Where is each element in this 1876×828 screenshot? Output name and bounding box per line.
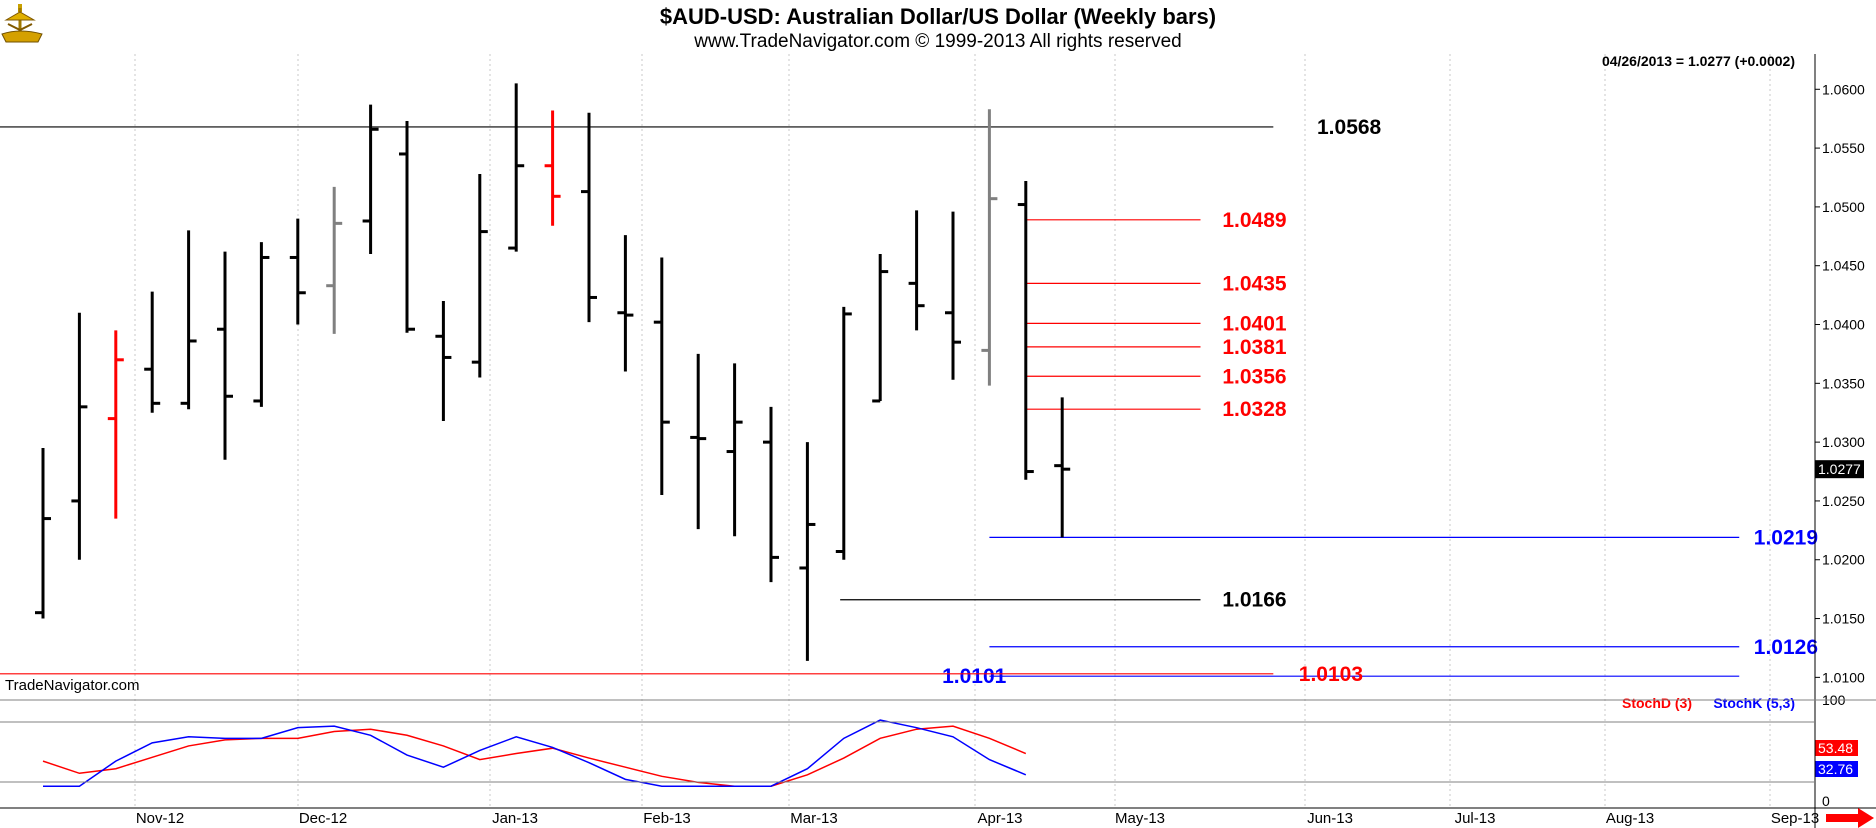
stochd-legend: StochD (3) xyxy=(1622,695,1692,711)
x-tick-label: Jun-13 xyxy=(1307,810,1353,827)
y-tick-label: 1.0400 xyxy=(1822,317,1865,333)
watermark-text: TradeNavigator.com xyxy=(5,677,140,694)
stoch-tick-label: 100 xyxy=(1822,692,1846,708)
trade-navigator-logo-icon xyxy=(0,0,48,48)
ohlc-bars xyxy=(35,83,1071,661)
stochd-last-value: 53.48 xyxy=(1818,740,1853,756)
x-tick-label: Sep-13 xyxy=(1771,810,1819,827)
chart-subtitle: www.TradeNavigator.com © 1999-2013 All r… xyxy=(694,31,1182,52)
level-label: 1.0126 xyxy=(1754,636,1818,659)
y-tick-label: 1.0600 xyxy=(1822,81,1865,97)
level-label: 1.0356 xyxy=(1222,365,1286,388)
stochastic-panel: StochD (3) StochK (5,3) 100 0 53.48 32.76 xyxy=(42,692,1858,809)
level-label: 1.0166 xyxy=(1222,589,1286,612)
stochk-last-value: 32.76 xyxy=(1818,761,1853,777)
level-label: 1.0219 xyxy=(1754,526,1818,549)
grid-lines xyxy=(134,54,1771,806)
scroll-arrow-icon xyxy=(1826,808,1874,828)
x-tick-label: Dec-12 xyxy=(299,810,347,827)
level-label: 1.0568 xyxy=(1317,116,1382,139)
level-label: 1.0103 xyxy=(1299,663,1363,686)
y-tick-label: 1.0150 xyxy=(1822,611,1865,627)
y-tick-label: 1.0100 xyxy=(1822,669,1865,685)
level-label: 1.0101 xyxy=(942,665,1007,688)
chart-title: $AUD-USD: Australian Dollar/US Dollar (W… xyxy=(659,4,1217,29)
level-label: 1.0489 xyxy=(1222,209,1286,232)
x-tick-label: Jan-13 xyxy=(492,810,538,827)
last-price-marker xyxy=(1815,460,1864,479)
y-tick-label: 1.0250 xyxy=(1822,493,1865,509)
y-tick-label: 1.0350 xyxy=(1822,375,1865,391)
axes: 1.0600 1.0550 1.0500 1.0450 1.0400 1.0350 1.03… xyxy=(0,54,1876,828)
x-tick-label: Mar-13 xyxy=(790,810,838,827)
x-tick-label: Feb-13 xyxy=(643,810,691,827)
x-tick-label: Aug-13 xyxy=(1606,810,1654,827)
last-price-label: 1.0277 xyxy=(1818,461,1861,477)
stochk-legend: StochK (5,3) xyxy=(1713,695,1795,711)
stochd-last-marker xyxy=(1815,740,1858,756)
stoch-line xyxy=(42,725,1027,787)
level-label: 1.0381 xyxy=(1222,336,1287,359)
stoch-tick-label: 0 xyxy=(1822,793,1830,809)
stochk-last-marker xyxy=(1815,761,1858,777)
y-tick-label: 1.0300 xyxy=(1822,434,1865,450)
level-label: 1.0401 xyxy=(1222,312,1287,335)
stoch-line xyxy=(43,719,1027,787)
y-tick-label: 1.0550 xyxy=(1822,140,1865,156)
x-tick-label: Nov-12 xyxy=(136,810,184,827)
level-label: 1.0435 xyxy=(1222,272,1287,295)
x-tick-label: Apr-13 xyxy=(977,810,1022,827)
x-tick-label: Jul-13 xyxy=(1455,810,1496,827)
chart-header: $AUD-USD: Australian Dollar/US Dollar (W… xyxy=(0,0,1876,54)
y-tick-label: 1.0500 xyxy=(1822,199,1865,215)
level-label: 1.0328 xyxy=(1222,398,1287,421)
y-tick-label: 1.0200 xyxy=(1822,552,1865,568)
y-tick-label: 1.0450 xyxy=(1822,258,1865,274)
x-tick-label: May-13 xyxy=(1115,810,1165,827)
last-quote-readout: 04/26/2013 = 1.0277 (+0.0002) xyxy=(1602,53,1795,69)
